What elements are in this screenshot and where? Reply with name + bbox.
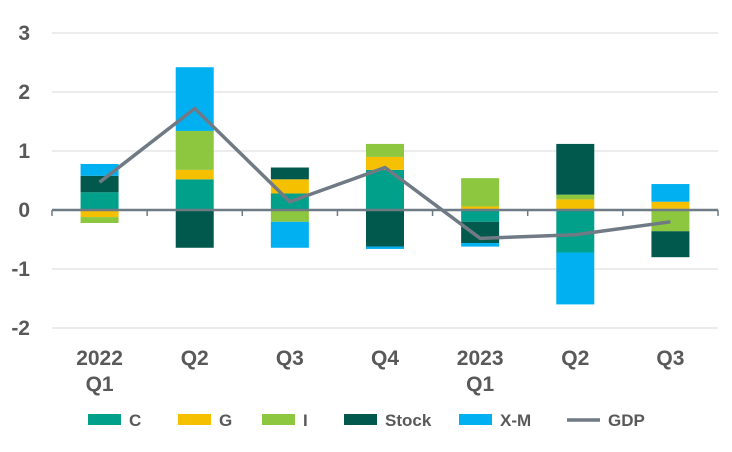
bar-i-3	[270, 210, 309, 222]
x-tick-label: 2022	[76, 347, 123, 370]
x-tick-label: Q3	[656, 347, 684, 370]
bar-g-5	[461, 206, 500, 210]
x-tick-label: 2023	[457, 347, 504, 370]
bar-i-2	[175, 130, 214, 170]
gdp-line	[98, 106, 671, 241]
bar-g-6	[556, 199, 595, 210]
legend: C G I Stock X-M GDP	[88, 411, 645, 430]
bar-c-2	[175, 179, 214, 210]
legend-swatch-x-m	[459, 414, 492, 425]
x-tick-label: Q4	[371, 347, 399, 370]
bar-c-5	[461, 210, 500, 222]
legend-label-stock: Stock	[385, 411, 432, 430]
x-tick-label-sub: Q1	[86, 373, 114, 396]
bar-x-m-1	[80, 163, 119, 176]
bar-g-3	[270, 179, 309, 194]
bars	[80, 67, 690, 305]
legend-label-g: G	[219, 411, 232, 430]
bar-stock-4	[366, 210, 404, 247]
bar-x-m-6	[556, 252, 595, 305]
bar-stock-7	[651, 231, 690, 258]
bar-c-1	[80, 192, 119, 210]
legend-swatch-stock	[344, 414, 377, 425]
x-tick-label: Q3	[276, 347, 304, 370]
legend-label-gdp: GDP	[608, 411, 645, 430]
bar-i-6	[556, 194, 595, 200]
legend-swatch-g	[178, 414, 211, 425]
legend-swatch-i	[262, 414, 295, 425]
bar-g-2	[175, 169, 214, 180]
y-tick-label: 0	[18, 199, 30, 222]
legend-swatch-c	[88, 414, 121, 425]
bar-x-m-7	[651, 184, 690, 202]
axes: -2 -1 0 1 2 3 2022 Q1 Q2 Q3 Q4 2023 Q1 Q2 Q3	[11, 22, 719, 396]
bar-i-5	[461, 178, 500, 207]
y-tick-label: 2	[18, 81, 30, 104]
bar-x-m-3	[270, 221, 309, 248]
y-tick-label: -1	[11, 258, 30, 281]
bar-i-1	[80, 217, 119, 223]
bar-x-m-4	[366, 246, 404, 249]
bar-g-1	[80, 210, 119, 218]
legend-label-i: I	[303, 411, 308, 430]
gdp-line-layer	[98, 106, 671, 241]
bar-c-6	[556, 210, 595, 253]
legend-label-c: C	[129, 411, 141, 430]
y-tick-label: 3	[18, 22, 30, 45]
y-tick-label: 1	[18, 140, 30, 163]
bar-stock-6	[556, 143, 595, 195]
y-tick-label: -2	[11, 317, 30, 340]
bar-g-4	[366, 156, 404, 170]
legend-label-x-m: X-M	[500, 411, 531, 430]
x-tick-label-sub: Q1	[466, 373, 494, 396]
bar-stock-1	[80, 175, 119, 193]
bar-i-7	[651, 210, 690, 232]
bar-x-m-5	[461, 243, 500, 247]
x-tick-label: Q2	[181, 347, 209, 370]
bar-i-4	[366, 143, 404, 157]
bar-stock-2	[175, 210, 214, 248]
x-tick-label: Q2	[561, 347, 589, 370]
bar-stock-3	[270, 167, 309, 180]
bar-g-7	[651, 201, 690, 209]
